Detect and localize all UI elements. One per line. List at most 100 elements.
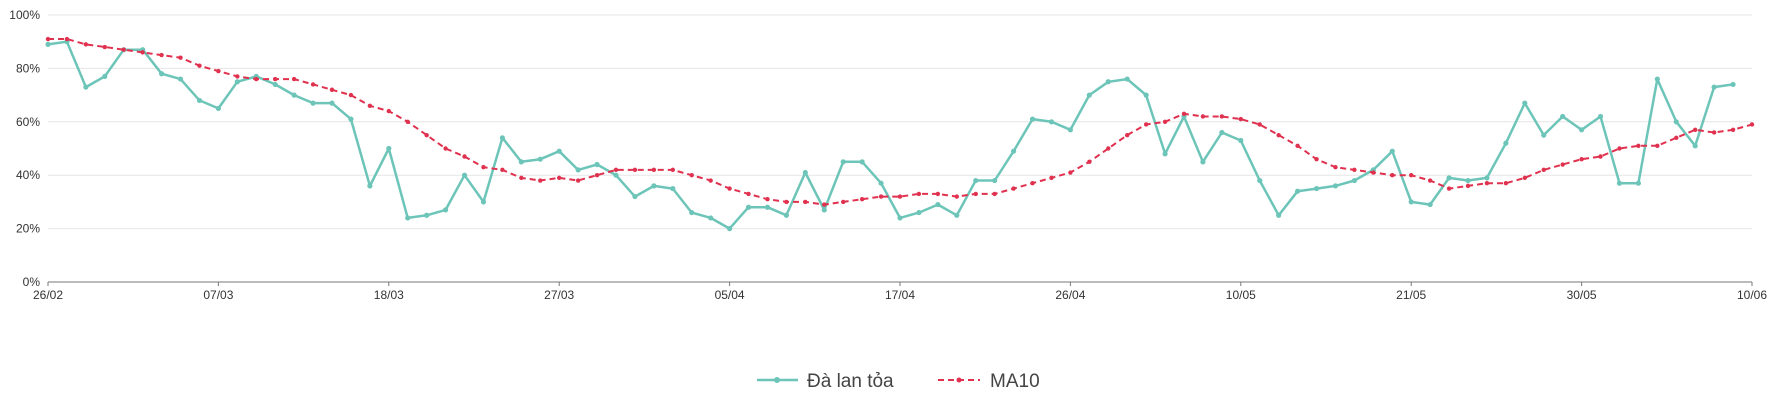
x-tick-label: 10/05 bbox=[1226, 288, 1256, 302]
point-da-lan-toa bbox=[1635, 180, 1641, 186]
point-da-lan-toa bbox=[783, 212, 790, 218]
point-da-lan-toa bbox=[1200, 159, 1206, 165]
point-ma10 bbox=[859, 197, 865, 202]
y-tick-label: 20% bbox=[16, 222, 40, 236]
point-da-lan-toa bbox=[1597, 113, 1604, 120]
point-ma10 bbox=[1181, 111, 1187, 116]
point-da-lan-toa bbox=[708, 215, 714, 221]
point-da-lan-toa bbox=[1313, 185, 1320, 192]
point-ma10 bbox=[1143, 122, 1149, 127]
point-da-lan-toa bbox=[1276, 212, 1282, 218]
point-da-lan-toa bbox=[1086, 92, 1092, 98]
point-ma10 bbox=[1636, 143, 1641, 149]
point-da-lan-toa bbox=[651, 183, 657, 189]
point-ma10 bbox=[348, 92, 354, 98]
point-ma10 bbox=[973, 191, 978, 197]
x-tick-label: 27/03 bbox=[544, 288, 574, 302]
point-ma10 bbox=[1446, 186, 1452, 191]
point-ma10 bbox=[1162, 119, 1168, 125]
point-ma10 bbox=[140, 50, 145, 55]
point-ma10 bbox=[1125, 132, 1130, 138]
point-ma10 bbox=[613, 167, 619, 173]
point-ma10 bbox=[254, 76, 259, 82]
point-ma10 bbox=[689, 173, 694, 178]
point-da-lan-toa bbox=[916, 209, 922, 216]
point-ma10 bbox=[1333, 164, 1338, 170]
point-ma10 bbox=[405, 119, 410, 125]
point-da-lan-toa bbox=[1029, 116, 1036, 122]
point-da-lan-toa bbox=[480, 199, 487, 205]
point-da-lan-toa bbox=[499, 135, 505, 141]
point-ma10 bbox=[935, 191, 941, 197]
point-da-lan-toa bbox=[1011, 148, 1017, 154]
point-ma10 bbox=[803, 199, 808, 205]
point-ma10 bbox=[727, 186, 732, 191]
point-da-lan-toa bbox=[575, 167, 581, 173]
point-da-lan-toa bbox=[177, 76, 184, 82]
point-ma10 bbox=[897, 194, 903, 199]
series-line-da-lan-toa bbox=[47, 40, 1734, 230]
y-tick-label: 40% bbox=[16, 168, 40, 182]
point-ma10 bbox=[121, 47, 126, 52]
point-da-lan-toa bbox=[424, 212, 430, 218]
point-ma10 bbox=[557, 175, 562, 181]
point-ma10 bbox=[235, 74, 240, 79]
point-da-lan-toa bbox=[1579, 127, 1585, 133]
point-ma10 bbox=[443, 146, 448, 151]
point-ma10 bbox=[1295, 143, 1300, 149]
point-ma10 bbox=[1522, 175, 1528, 181]
point-da-lan-toa bbox=[537, 156, 543, 162]
legend-item-ma10[interactable]: MA10 bbox=[938, 371, 1040, 392]
point-da-lan-toa bbox=[821, 207, 827, 213]
point-da-lan-toa bbox=[1257, 177, 1263, 184]
legend: Đà lan tỏa MA10 bbox=[757, 371, 1040, 392]
point-ma10 bbox=[765, 197, 770, 202]
point-ma10 bbox=[1598, 154, 1603, 159]
point-da-lan-toa bbox=[348, 116, 354, 122]
x-tick-label: 18/03 bbox=[374, 288, 404, 302]
point-da-lan-toa bbox=[954, 212, 960, 218]
series-lines bbox=[45, 36, 1755, 232]
point-ma10 bbox=[632, 167, 638, 173]
point-da-lan-toa bbox=[1219, 129, 1225, 136]
x-tick-label: 05/04 bbox=[715, 288, 745, 302]
point-ma10 bbox=[45, 36, 51, 42]
point-da-lan-toa bbox=[840, 159, 846, 165]
y-axis-ticks: 0% 20% 40% 60% 80% 100% bbox=[9, 8, 40, 289]
point-da-lan-toa bbox=[272, 81, 278, 88]
point-da-lan-toa bbox=[291, 92, 297, 98]
point-da-lan-toa bbox=[670, 185, 676, 192]
point-ma10 bbox=[746, 191, 751, 197]
point-ma10 bbox=[367, 103, 373, 108]
point-da-lan-toa bbox=[1465, 177, 1471, 184]
point-da-lan-toa bbox=[1503, 140, 1509, 146]
x-axis-ticks: 26/02 07/03 18/03 27/03 05/04 17/04 26/04 10/05… bbox=[33, 282, 1767, 302]
point-ma10 bbox=[1730, 127, 1736, 133]
point-da-lan-toa bbox=[613, 172, 619, 178]
point-ma10 bbox=[651, 167, 657, 173]
point-ma10 bbox=[291, 76, 297, 82]
point-ma10 bbox=[992, 191, 997, 197]
point-da-lan-toa bbox=[518, 159, 524, 165]
point-da-lan-toa bbox=[1541, 132, 1547, 138]
point-ma10 bbox=[1314, 156, 1319, 162]
point-ma10 bbox=[424, 132, 429, 138]
point-da-lan-toa bbox=[461, 172, 468, 178]
point-da-lan-toa bbox=[196, 97, 203, 104]
point-ma10 bbox=[841, 199, 846, 205]
point-da-lan-toa bbox=[215, 105, 221, 112]
legend-item-da-lan-toa[interactable]: Đà lan tỏa bbox=[757, 371, 894, 392]
point-ma10 bbox=[216, 68, 221, 74]
point-ma10 bbox=[878, 194, 884, 199]
point-ma10 bbox=[575, 178, 581, 183]
point-ma10 bbox=[1257, 122, 1262, 127]
point-da-lan-toa bbox=[1616, 180, 1623, 186]
point-ma10 bbox=[1560, 162, 1565, 167]
point-da-lan-toa bbox=[802, 169, 808, 176]
point-da-lan-toa bbox=[1446, 175, 1452, 181]
point-da-lan-toa bbox=[1484, 175, 1490, 181]
point-da-lan-toa bbox=[1711, 84, 1717, 90]
x-tick-label: 26/02 bbox=[33, 288, 63, 302]
legend-marker-ma10 bbox=[956, 377, 962, 383]
point-ma10 bbox=[197, 63, 202, 68]
